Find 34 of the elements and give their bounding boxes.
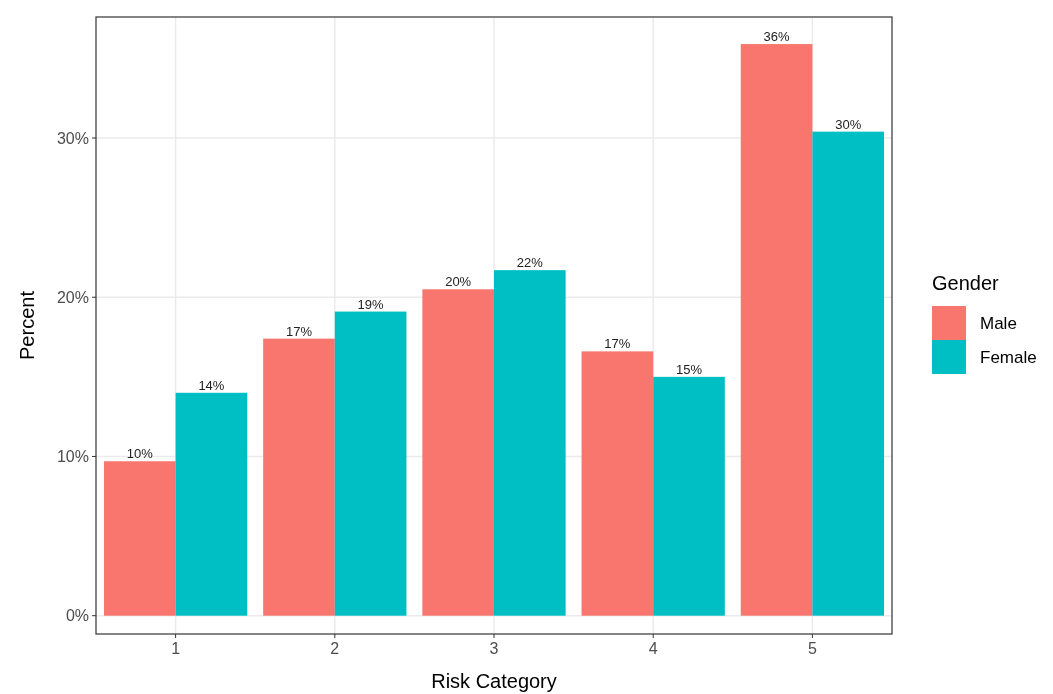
y-tick-label: 30% [56,129,89,147]
data-label: 20% [445,274,472,290]
bar [581,351,654,616]
data-label: 36% [763,29,791,45]
x-axis-title: Risk Category [431,670,557,692]
y-tick-label: 20% [56,288,89,306]
y-tick-label: 0% [65,607,89,625]
bar [653,376,725,616]
bar [494,270,566,616]
data-label: 10% [126,446,154,462]
data-label: 30% [835,116,862,132]
data-label: 17% [604,336,631,352]
y-tick-label: 10% [56,448,89,466]
data-label: 14% [198,377,225,393]
legend-title: Gender [932,272,1000,294]
legend-label: Female [980,347,1037,367]
x-tick-label: 3 [489,640,499,657]
bar [103,461,176,616]
bar [175,392,248,616]
bar [812,131,885,616]
data-label: 15% [676,361,703,377]
y-axis-title: Percent [16,290,38,360]
data-label: 22% [516,255,544,271]
x-tick-label: 2 [330,640,340,657]
bar [263,338,335,616]
bar [334,311,407,616]
x-tick-label: 1 [171,640,181,657]
legend-label: Male [980,313,1017,333]
x-tick-label: 4 [648,640,658,657]
data-label: 17% [285,323,313,339]
x-tick-label: 5 [807,640,817,657]
bar [422,289,494,616]
data-label: 19% [357,296,385,312]
bar [740,44,813,616]
